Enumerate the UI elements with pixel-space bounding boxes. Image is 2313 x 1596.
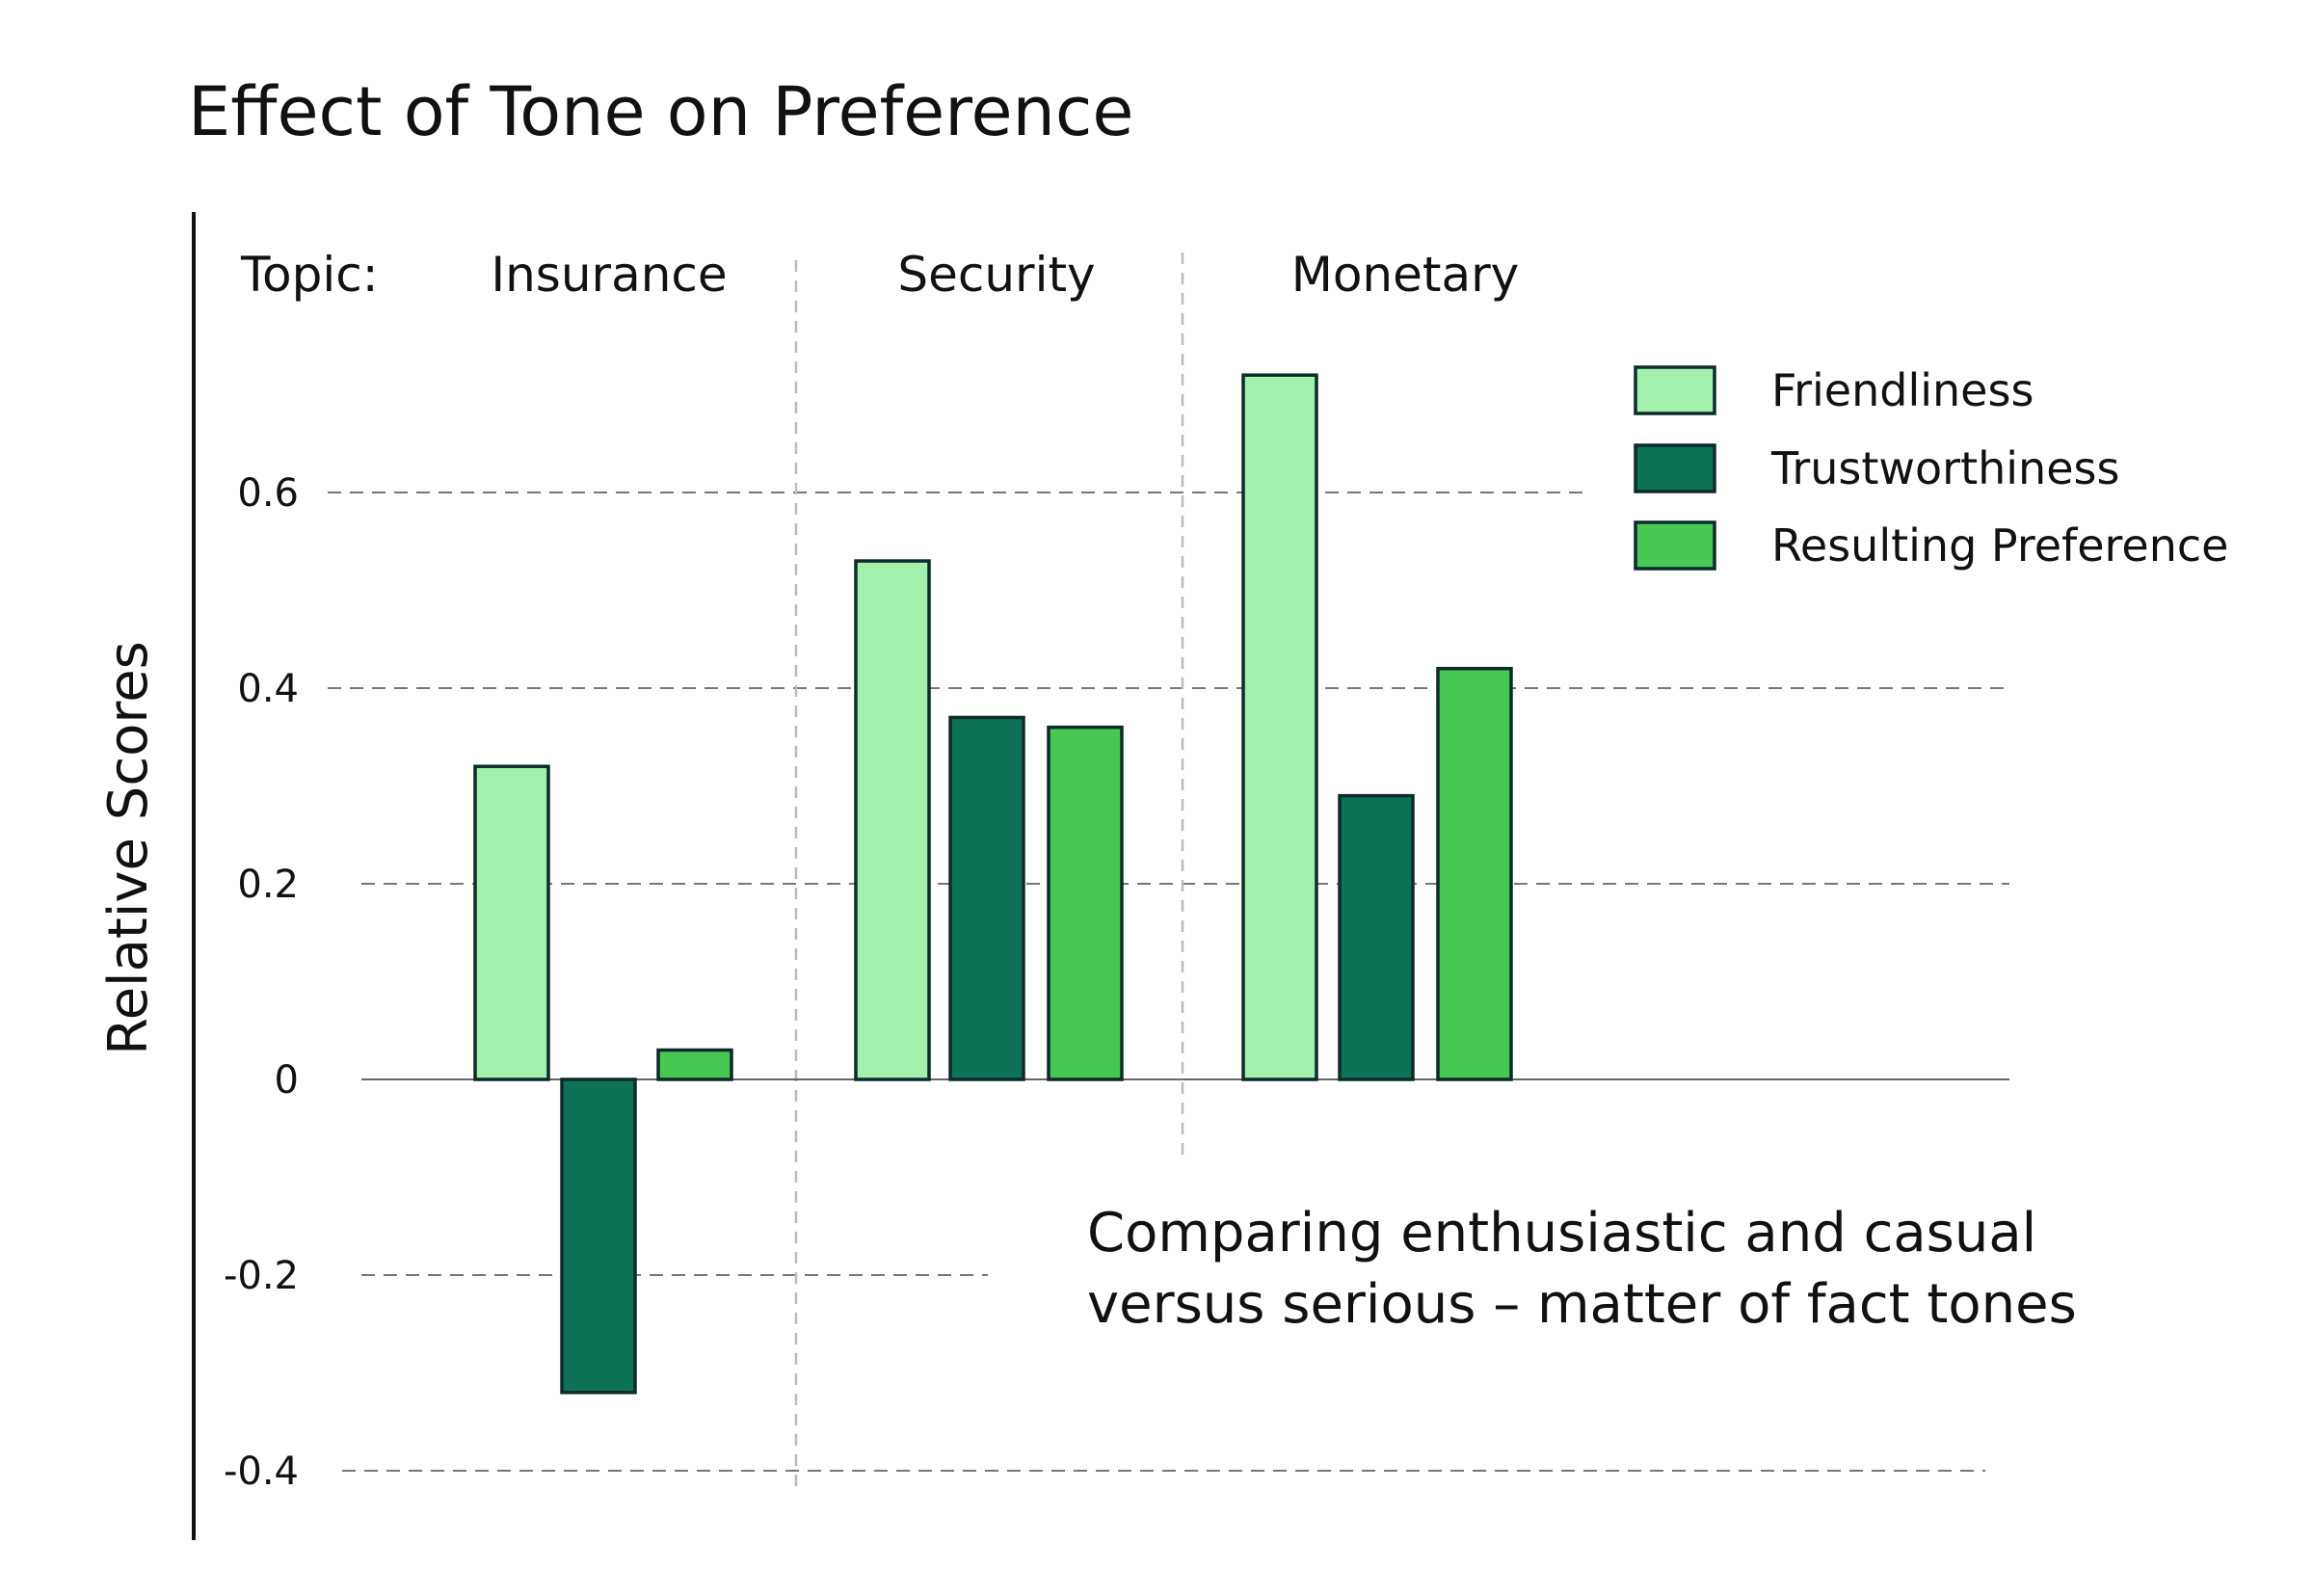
y-tick-labels: 0.6 0.4 0.2 0 -0.2 -0.4 [224, 471, 299, 1494]
y-tick-label: -0.2 [224, 1254, 299, 1298]
bar [1047, 725, 1124, 1081]
y-tick-label: 0.2 [237, 863, 299, 907]
bar [473, 764, 550, 1081]
bars [473, 373, 1513, 1395]
legend-swatch [1634, 443, 1716, 493]
legend-label: Friendliness [1771, 364, 2034, 416]
bar [560, 1077, 637, 1395]
bar [948, 715, 1025, 1081]
topic-label: Topic: [240, 247, 379, 303]
legend: Friendliness Trustworthiness Resulting Pre… [1634, 364, 2228, 572]
gridlines [328, 492, 2009, 1472]
bar [1338, 793, 1415, 1081]
bar [656, 1048, 733, 1081]
bar [1436, 666, 1513, 1081]
chart-title: Effect of Tone on Preference [188, 72, 1133, 151]
bar [854, 559, 931, 1081]
group-separators [794, 253, 1184, 1494]
annotation-line-1: Comparing enthusiastic and casual [1087, 1202, 2036, 1264]
annotation-line-2: versus serious – matter of fact tones [1087, 1273, 2077, 1336]
category-labels: Insurance Security Monetary [491, 247, 1519, 303]
legend-label: Trustworthiness [1770, 442, 2119, 494]
legend-swatch [1634, 520, 1716, 571]
legend-label: Resulting Preference [1771, 519, 2228, 572]
legend-swatch [1634, 365, 1716, 415]
annotation-note: Comparing enthusiastic and casual versus… [1087, 1202, 2077, 1336]
y-tick-label: 0.6 [237, 471, 299, 516]
category-label: Insurance [491, 247, 727, 303]
y-axis-label: Relative Scores [97, 641, 160, 1055]
category-label: Security [897, 247, 1095, 303]
y-tick-label: -0.4 [224, 1450, 299, 1494]
y-tick-label: 0.4 [237, 667, 299, 711]
category-label: Monetary [1291, 247, 1520, 303]
y-tick-label: 0 [275, 1058, 299, 1103]
bar [1241, 373, 1318, 1081]
